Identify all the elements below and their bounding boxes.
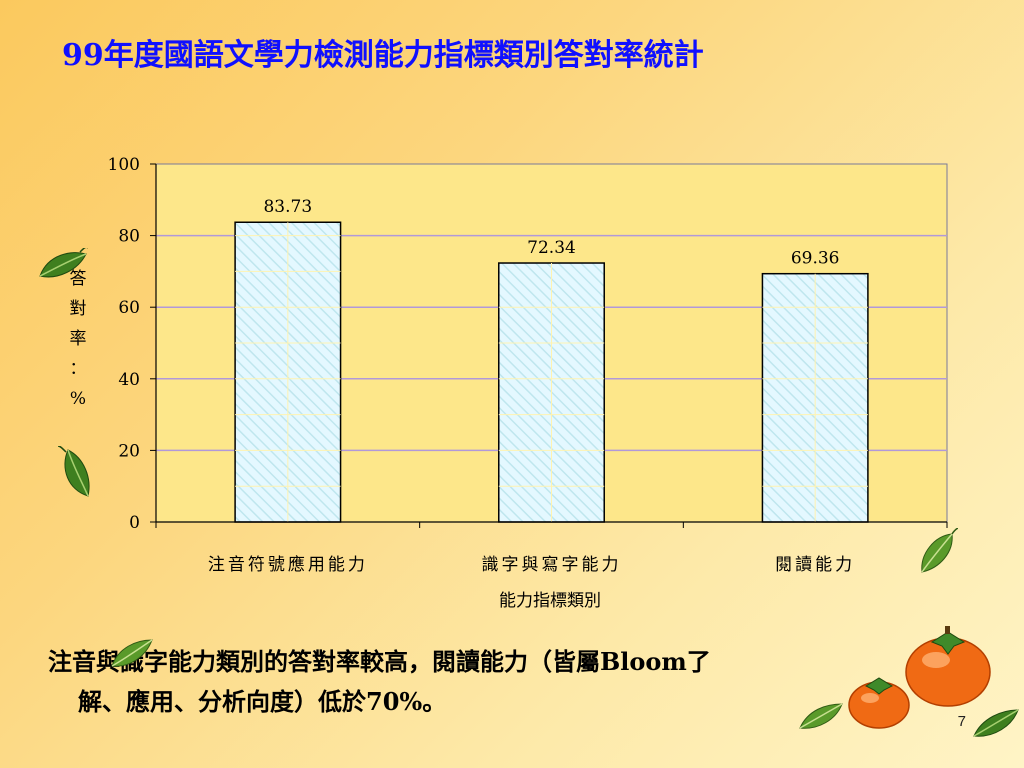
data-label: 83.73 xyxy=(263,197,312,217)
x-tick-label: 識字與寫字能力 xyxy=(482,555,622,575)
y-tick-label: 0 xyxy=(129,513,140,533)
data-label: 69.36 xyxy=(791,249,840,269)
bars xyxy=(234,221,869,523)
x-tick-label: 閱讀能力 xyxy=(775,555,855,575)
summary-line-1: 注音與識字能力類別的答對率較高，閱讀能力（皆屬Bloom了 xyxy=(48,647,711,676)
leaf-icon xyxy=(799,703,843,729)
leaf-icon xyxy=(921,528,958,573)
y-tick-label: 100 xyxy=(108,155,140,175)
x-axis-title: 能力指標類別 xyxy=(499,591,601,611)
summary-text: 注音與識字能力類別的答對率較高，閱讀能力（皆屬Bloom了 解、應用、分析向度）… xyxy=(48,642,968,722)
persimmon-icon xyxy=(848,677,910,729)
persimmon-icon xyxy=(905,626,991,707)
bar-chart: 0 20 40 60 80 100 83.73 注音符號應用能力 72.34 識字與寫字能力 69.… xyxy=(108,155,948,611)
y-axis-title-char: 答 xyxy=(69,269,87,289)
y-axis-title-char: 率 xyxy=(69,329,87,349)
y-axis-title: 答對率 ：% xyxy=(64,264,92,414)
y-axis-title-char: % xyxy=(69,389,87,409)
y-axis-title-char: ： xyxy=(69,359,87,379)
y-tick-label: 40 xyxy=(118,370,140,390)
y-axis-title-char: 對 xyxy=(69,299,87,319)
y-tick-label: 80 xyxy=(118,227,140,247)
leaf-icon xyxy=(39,248,88,278)
leaf-icon xyxy=(111,639,153,667)
summary-line-2: 解、應用、分析向度）低於70%。 xyxy=(78,687,447,716)
x-tick-label: 注音符號應用能力 xyxy=(208,554,368,575)
leaf-icon xyxy=(58,446,90,497)
page-number: 7 xyxy=(957,713,966,730)
data-label: 72.34 xyxy=(527,238,576,258)
leaf-icon xyxy=(973,709,1019,737)
labels: 0 20 40 60 80 100 83.73 注音符號應用能力 72.34 識字與寫字能力 69.… xyxy=(108,155,855,575)
axes xyxy=(150,163,948,528)
y-tick-label: 60 xyxy=(118,298,140,318)
slide-title: 99年度國語文學力檢測能力指標類別答對率統計 xyxy=(62,38,704,73)
y-tick-label: 20 xyxy=(118,441,140,461)
